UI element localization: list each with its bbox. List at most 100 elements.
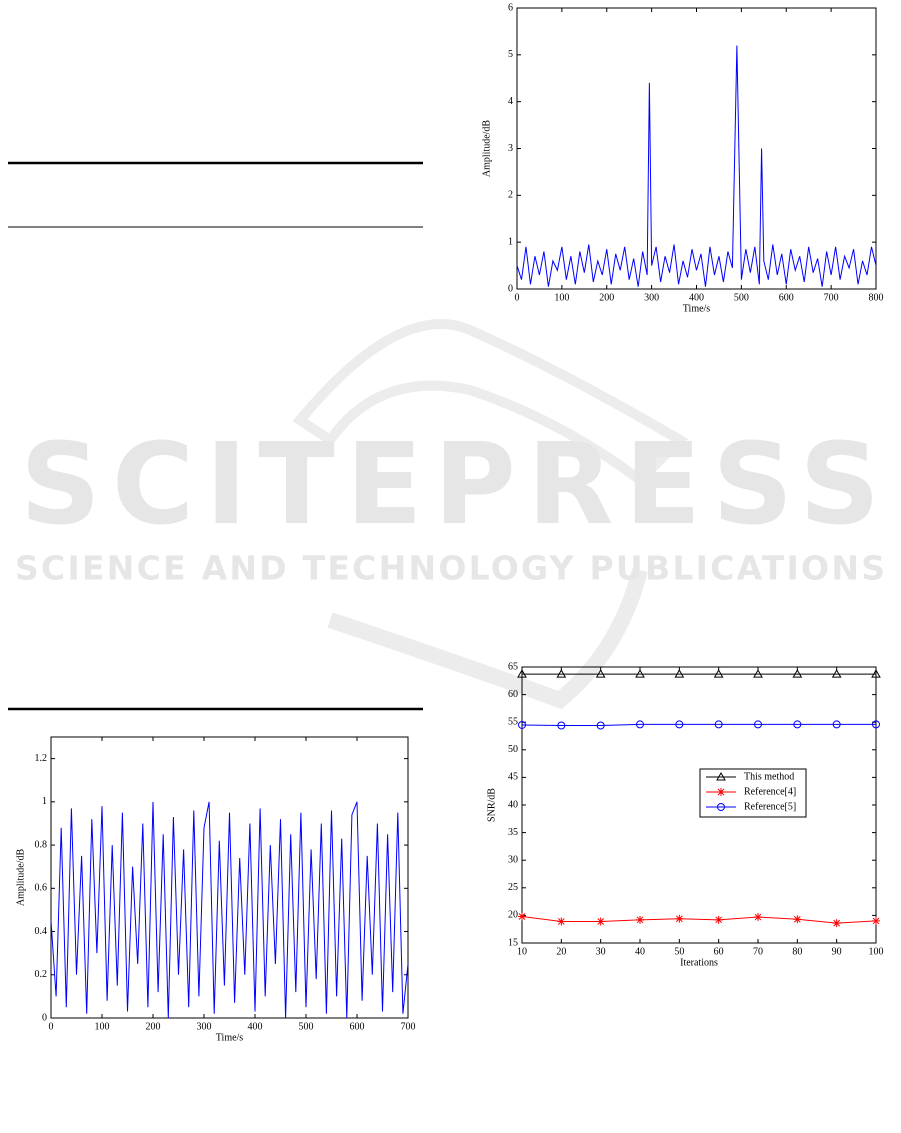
marker bbox=[754, 720, 762, 729]
watermark: SCITEPRESS SCIENCE AND TECHNOLOGY PUBLIC… bbox=[15, 319, 885, 710]
x-tick-label: 100 bbox=[869, 946, 884, 957]
y-tick-label: 1 bbox=[508, 236, 513, 247]
y-tick-label: 30 bbox=[508, 854, 518, 865]
x-tick-label: 300 bbox=[644, 292, 659, 303]
series-line bbox=[521, 916, 877, 924]
marker bbox=[674, 669, 685, 678]
x-tick-label: 0 bbox=[49, 1021, 54, 1032]
y-tick-label: 0.4 bbox=[35, 926, 48, 937]
marker bbox=[832, 919, 841, 928]
x-tick-label: 300 bbox=[197, 1021, 212, 1032]
marker bbox=[596, 917, 605, 926]
chart: 10 20 30 40 50 60 70 80 90 100 15 20 25 30 35 40 45 50 55 6… bbox=[486, 661, 883, 968]
y-tick-label: 45 bbox=[508, 772, 518, 783]
marker bbox=[675, 914, 684, 923]
y-tick-label: 0 bbox=[508, 283, 513, 294]
x-axis-label: Time/s bbox=[683, 303, 711, 314]
x-tick-label: 500 bbox=[734, 292, 749, 303]
series-line bbox=[50, 801, 409, 1019]
plot-frame bbox=[516, 7, 877, 290]
y-axis-label: Amplitude/dB bbox=[15, 849, 26, 907]
marker bbox=[871, 669, 881, 678]
x-tick-label: 400 bbox=[689, 292, 704, 303]
y-tick-label: 40 bbox=[508, 799, 518, 810]
x-tick-label: 0 bbox=[515, 292, 520, 303]
x-tick-label: 20 bbox=[556, 946, 566, 957]
marker bbox=[792, 669, 803, 678]
marker bbox=[831, 669, 842, 678]
y-tick-label: 20 bbox=[508, 910, 518, 921]
marker bbox=[595, 669, 606, 678]
y-axis-label: Amplitude/dB bbox=[481, 120, 492, 178]
y-tick-label: 0.2 bbox=[35, 969, 48, 980]
marker bbox=[517, 669, 527, 678]
marker bbox=[832, 720, 841, 729]
x-tick-label: 700 bbox=[401, 1021, 416, 1032]
marker bbox=[754, 913, 762, 922]
y-tick-label: 4 bbox=[508, 96, 513, 107]
x-tick-label: 200 bbox=[599, 292, 614, 303]
y-tick-label: 15 bbox=[508, 937, 518, 948]
chart: 0 100 200 300 400 500 600 700 800 0 1 2 3 4 5 6 Time/s Am… bbox=[481, 2, 883, 314]
marker bbox=[872, 916, 880, 925]
legend-marker bbox=[716, 771, 726, 781]
legend-label: This method bbox=[744, 771, 794, 782]
y-tick-label: 3 bbox=[508, 143, 513, 154]
marker bbox=[636, 720, 644, 729]
x-tick-label: 10 bbox=[517, 946, 527, 957]
x-tick-label: 600 bbox=[779, 292, 794, 303]
marker bbox=[714, 915, 723, 924]
y-tick-label: 6 bbox=[508, 2, 513, 13]
x-tick-label: 800 bbox=[869, 292, 884, 303]
x-tick-label: 50 bbox=[674, 946, 684, 957]
marker bbox=[635, 669, 645, 678]
series-line bbox=[521, 723, 876, 727]
y-tick-label: 0.8 bbox=[35, 839, 48, 850]
series-line bbox=[516, 45, 877, 287]
marker bbox=[556, 669, 567, 678]
marker bbox=[518, 720, 526, 729]
watermark-title: SCITEPRESS bbox=[20, 420, 880, 550]
y-axis-label: SNR/dB bbox=[486, 788, 497, 822]
watermark-shape bbox=[292, 319, 689, 487]
plot-frame bbox=[50, 736, 409, 1019]
y-tick-label: 50 bbox=[508, 744, 518, 755]
watermark-shape bbox=[327, 568, 648, 710]
x-tick-label: 60 bbox=[714, 946, 724, 957]
marker bbox=[636, 915, 644, 924]
y-tick-label: 2 bbox=[508, 190, 513, 201]
marker bbox=[793, 915, 802, 924]
y-tick-label: 0.6 bbox=[35, 883, 48, 894]
chart: 0 100 200 300 400 500 600 700 0 0.2 0.4 0.6 0.8 1 1.2 T… bbox=[15, 736, 416, 1043]
watermark-subtitle: SCIENCE AND TECHNOLOGY PUBLICATIONS bbox=[15, 549, 885, 588]
y-tick-label: 0 bbox=[42, 1012, 47, 1023]
x-tick-label: 700 bbox=[824, 292, 839, 303]
y-tick-label: 25 bbox=[508, 882, 518, 893]
x-tick-label: 80 bbox=[792, 946, 802, 957]
x-tick-label: 70 bbox=[753, 946, 763, 957]
y-tick-label: 35 bbox=[508, 827, 518, 838]
legend-label: Reference[4] bbox=[744, 786, 796, 797]
y-tick-label: 1 bbox=[42, 796, 47, 807]
plot-frame bbox=[521, 666, 877, 944]
x-tick-label: 400 bbox=[248, 1021, 263, 1032]
marker bbox=[557, 917, 566, 926]
marker bbox=[557, 721, 566, 730]
legend-label: Reference[5] bbox=[744, 801, 796, 812]
marker bbox=[793, 720, 802, 729]
marker bbox=[518, 912, 526, 921]
x-axis-label: Time/s bbox=[216, 1032, 244, 1043]
x-tick-label: 200 bbox=[146, 1021, 161, 1032]
y-tick-label: 1.2 bbox=[35, 753, 48, 764]
legend-marker bbox=[717, 803, 725, 811]
x-tick-label: 90 bbox=[832, 946, 842, 957]
marker bbox=[872, 720, 880, 729]
marker bbox=[713, 669, 724, 678]
y-tick-label: 55 bbox=[508, 716, 518, 727]
x-tick-label: 500 bbox=[299, 1021, 314, 1032]
legend-marker bbox=[717, 788, 725, 796]
x-tick-label: 100 bbox=[554, 292, 569, 303]
x-tick-label: 40 bbox=[635, 946, 645, 957]
